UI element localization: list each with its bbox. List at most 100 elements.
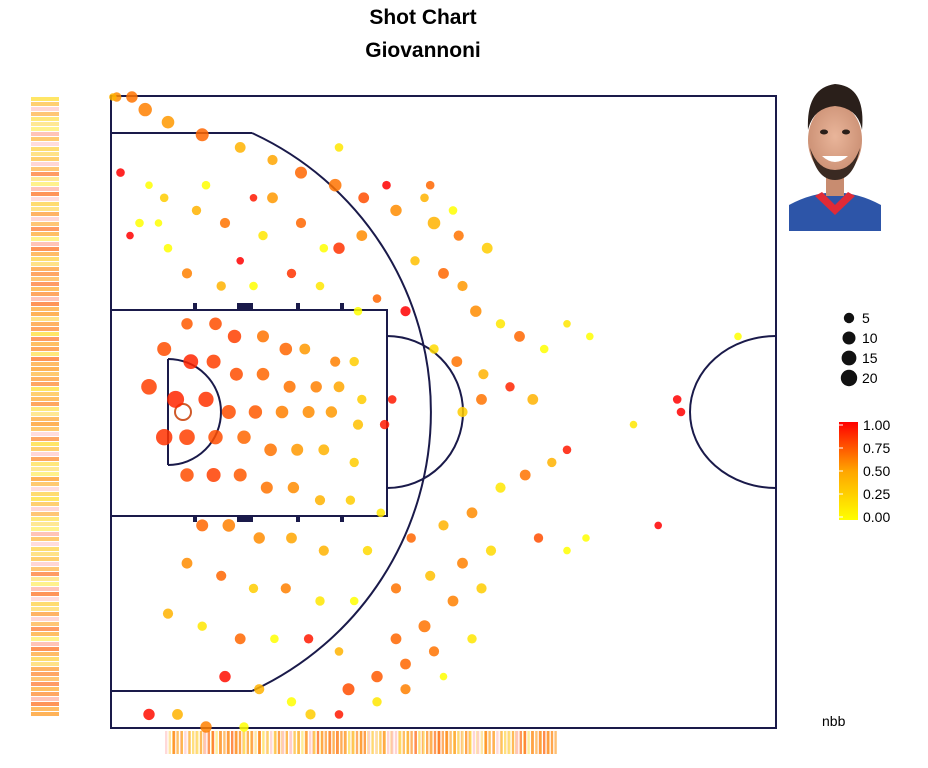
rug-tick-left bbox=[31, 422, 59, 426]
rug-tick-left bbox=[31, 657, 59, 661]
shot-point bbox=[195, 128, 209, 142]
shot-point bbox=[582, 534, 590, 542]
rug-tick-left bbox=[31, 132, 59, 136]
rug-tick-bottom bbox=[523, 731, 527, 754]
shot-point bbox=[233, 468, 247, 482]
rug-tick-bottom bbox=[316, 731, 320, 754]
shot-point bbox=[219, 217, 231, 229]
rug-tick-bottom bbox=[441, 731, 444, 754]
shot-point bbox=[514, 331, 525, 342]
shot-point bbox=[495, 319, 506, 329]
rug-tick-bottom bbox=[352, 731, 355, 754]
rug-tick-left bbox=[31, 107, 59, 111]
shot-point bbox=[314, 495, 326, 506]
colorbar-label: 0.25 bbox=[863, 486, 890, 502]
rug-tick-bottom bbox=[270, 731, 273, 754]
shot-point bbox=[356, 230, 368, 242]
shot-point bbox=[256, 367, 270, 381]
colorbar-label: 0.75 bbox=[863, 440, 890, 456]
shot-point bbox=[429, 344, 439, 354]
rug-tick-left bbox=[31, 347, 59, 351]
rug-tick-left bbox=[31, 462, 59, 466]
rug-tick-bottom bbox=[539, 731, 542, 754]
rug-tick-left bbox=[31, 502, 59, 506]
shot-point bbox=[330, 356, 341, 367]
rug-tick-left bbox=[31, 527, 59, 531]
shot-point bbox=[200, 721, 212, 733]
rug-tick-left bbox=[31, 567, 59, 571]
rug-tick-left bbox=[31, 547, 59, 551]
shot-point bbox=[387, 395, 397, 404]
rug-tick-bottom bbox=[504, 731, 507, 754]
center-circle bbox=[689, 335, 777, 489]
shot-point bbox=[270, 634, 279, 644]
shot-point bbox=[248, 405, 263, 419]
rug-tick-bottom bbox=[418, 731, 421, 754]
rug-tick-bottom bbox=[238, 731, 242, 754]
shot-point bbox=[267, 154, 278, 166]
shot-point bbox=[425, 570, 436, 581]
rug-tick-left bbox=[31, 522, 59, 526]
rug-tick-bottom bbox=[472, 731, 476, 754]
rug-tick-left bbox=[31, 357, 59, 361]
rug-tick-left bbox=[31, 152, 59, 156]
rug-tick-bottom bbox=[371, 731, 374, 754]
shot-point bbox=[162, 608, 174, 619]
rug-tick-left bbox=[31, 342, 59, 346]
rug-tick-left bbox=[31, 207, 59, 211]
rug-tick-left bbox=[31, 327, 59, 331]
court bbox=[110, 95, 777, 729]
rug-tick-left bbox=[31, 677, 59, 681]
rug-tick-left bbox=[31, 177, 59, 181]
rug-tick-left bbox=[31, 637, 59, 641]
shot-point bbox=[257, 330, 269, 343]
rug-tick-bottom bbox=[433, 731, 437, 754]
shot-point bbox=[154, 219, 163, 227]
rug-tick-left bbox=[31, 662, 59, 666]
rug-tick-bottom bbox=[266, 731, 269, 754]
rug-tick-left bbox=[31, 562, 59, 566]
rug-tick-left bbox=[31, 507, 59, 511]
rug-tick-bottom bbox=[508, 731, 511, 754]
shot-point bbox=[390, 583, 402, 594]
rug-tick-bottom bbox=[402, 731, 405, 754]
shot-point bbox=[457, 280, 468, 292]
shot-point bbox=[379, 419, 390, 430]
rug-tick-bottom bbox=[219, 731, 222, 754]
rug-tick-bottom bbox=[176, 731, 179, 754]
shot-point bbox=[254, 684, 265, 695]
shot-point bbox=[527, 394, 539, 405]
rug-tick-left bbox=[31, 337, 59, 341]
rug-tick-left bbox=[31, 557, 59, 561]
shot-point bbox=[318, 545, 329, 556]
rug-tick-bottom bbox=[394, 731, 398, 754]
shot-point bbox=[334, 143, 344, 152]
rug-tick-bottom bbox=[457, 731, 460, 754]
rug-tick-bottom bbox=[277, 731, 281, 754]
shot-point bbox=[410, 256, 420, 266]
rug-tick-left bbox=[31, 712, 59, 716]
shot-point bbox=[334, 647, 344, 656]
rug-tick-left bbox=[31, 292, 59, 296]
rug-tick-bottom bbox=[328, 731, 332, 754]
shot-point bbox=[239, 722, 249, 732]
rug-tick-bottom bbox=[445, 731, 449, 754]
colorbar-label: 0.00 bbox=[863, 509, 890, 525]
color-legend: 1.00 0.75 0.50 0.25 0.00 bbox=[839, 417, 890, 525]
shot-point bbox=[376, 508, 386, 518]
shot-point bbox=[654, 521, 662, 530]
rug-tick-left bbox=[31, 672, 59, 676]
rug-tick-left bbox=[31, 172, 59, 176]
rug-tick-bottom bbox=[550, 731, 554, 754]
rug-tick-bottom bbox=[531, 731, 534, 754]
colorbar bbox=[839, 422, 858, 520]
rug-tick-left bbox=[31, 407, 59, 411]
shot-point bbox=[325, 406, 338, 418]
shot-point bbox=[219, 670, 231, 683]
rug-tick-left bbox=[31, 237, 59, 241]
shot-point bbox=[333, 242, 345, 254]
rug-tick-bottom bbox=[172, 731, 176, 754]
rug-tick-left bbox=[31, 587, 59, 591]
rug-tick-left bbox=[31, 312, 59, 316]
rug-tick-left bbox=[31, 387, 59, 391]
